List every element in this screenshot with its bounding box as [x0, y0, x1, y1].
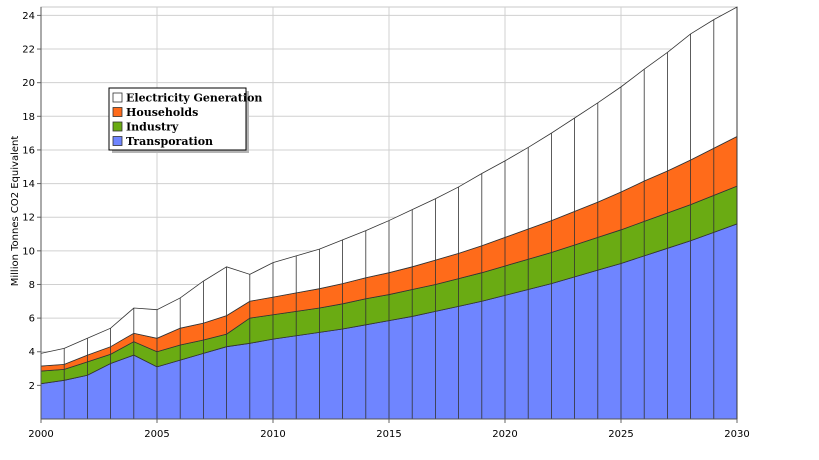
y-tick-label: 16 — [22, 145, 35, 156]
x-tick-label: 2015 — [376, 429, 401, 440]
legend-box — [108, 87, 247, 151]
y-axis-label: Million Tonnes CO2 Equivalent — [10, 136, 21, 287]
legend-swatch — [112, 121, 123, 132]
y-tick-label: 24 — [22, 11, 35, 22]
x-tick-label: 2020 — [492, 429, 517, 440]
legend-swatch — [112, 107, 123, 117]
y-tick-label: 20 — [22, 78, 35, 89]
y-tick-label: 8 — [29, 280, 35, 291]
y-tick-label: 22 — [22, 45, 35, 56]
y-tick-label: 4 — [29, 347, 35, 358]
y-tick-label: 6 — [29, 314, 35, 325]
x-tick-label: 2030 — [724, 429, 749, 440]
y-tick-label: 14 — [22, 179, 35, 190]
legend-label: Transporation — [126, 135, 213, 148]
y-tick-label: 12 — [22, 213, 35, 224]
x-tick-label: 2000 — [28, 429, 53, 440]
legend-label: Industry — [126, 121, 179, 134]
year-divider-layer — [40, 7, 738, 419]
legend-swatch — [112, 136, 123, 146]
legend-swatch — [112, 92, 123, 103]
y-tick-label: 2 — [29, 381, 35, 392]
legend-label: Electricity Generation — [126, 92, 262, 105]
y-tick-label: 18 — [22, 112, 35, 123]
legend-label: Households — [126, 106, 198, 119]
x-tick-label: 2005 — [144, 429, 169, 440]
x-tick-label: 2025 — [608, 429, 633, 440]
x-tick-label: 2010 — [260, 429, 285, 440]
y-tick-label: 10 — [22, 246, 35, 257]
